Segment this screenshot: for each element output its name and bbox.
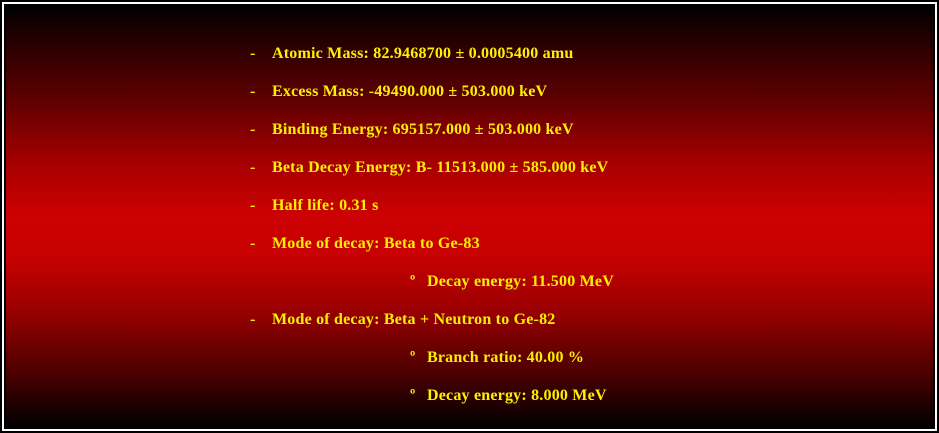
dash-bullet: - (250, 197, 256, 214)
data-subline-branch-ratio: º Branch ratio: 40.00 % (6, 339, 933, 377)
degree-bullet: º (410, 387, 416, 404)
degree-bullet: º (410, 349, 416, 366)
dash-bullet: - (250, 311, 256, 328)
degree-bullet: º (410, 273, 416, 290)
data-line-text: Decay energy: 11.500 MeV (427, 273, 614, 290)
data-line-beta-decay-energy: - Beta Decay Energy: B- 11513.000 ± 585.0… (6, 149, 933, 187)
data-line-atomic-mass: - Atomic Mass: 82.9468700 ± 0.0005400 amu (6, 35, 933, 73)
data-line-excess-mass: - Excess Mass: -49490.000 ± 503.000 keV (6, 73, 933, 111)
data-line-text: Branch ratio: 40.00 % (427, 349, 585, 366)
dash-bullet: - (250, 83, 256, 100)
data-line-mode-of-decay-beta: - Mode of decay: Beta to Ge-83 (6, 225, 933, 263)
dash-bullet: - (250, 235, 256, 252)
data-subline-decay-energy-1: º Decay energy: 11.500 MeV (6, 263, 933, 301)
data-line-text: Mode of decay: Beta to Ge-83 (272, 235, 480, 252)
dash-bullet: - (250, 45, 256, 62)
data-line-text: Atomic Mass: 82.9468700 ± 0.0005400 amu (272, 45, 574, 62)
data-line-text: Mode of decay: Beta + Neutron to Ge-82 (272, 311, 556, 328)
data-line-text: Half life: 0.31 s (272, 197, 379, 214)
data-line-mode-of-decay-beta-neutron: - Mode of decay: Beta + Neutron to Ge-82 (6, 301, 933, 339)
dash-bullet: - (250, 121, 256, 138)
data-line-text: Decay energy: 8.000 MeV (427, 387, 607, 404)
dash-bullet: - (250, 159, 256, 176)
data-line-half-life: - Half life: 0.31 s (6, 187, 933, 225)
isotope-data-panel: - Atomic Mass: 82.9468700 ± 0.0005400 amu… (4, 4, 935, 429)
data-line-text: Beta Decay Energy: B- 11513.000 ± 585.00… (272, 159, 609, 176)
data-line-text: Excess Mass: -49490.000 ± 503.000 keV (272, 83, 548, 100)
data-subline-decay-energy-2: º Decay energy: 8.000 MeV (6, 377, 933, 415)
data-list: - Atomic Mass: 82.9468700 ± 0.0005400 amu… (6, 6, 933, 415)
data-line-binding-energy: - Binding Energy: 695157.000 ± 503.000 ke… (6, 111, 933, 149)
data-line-text: Binding Energy: 695157.000 ± 503.000 keV (272, 121, 574, 138)
